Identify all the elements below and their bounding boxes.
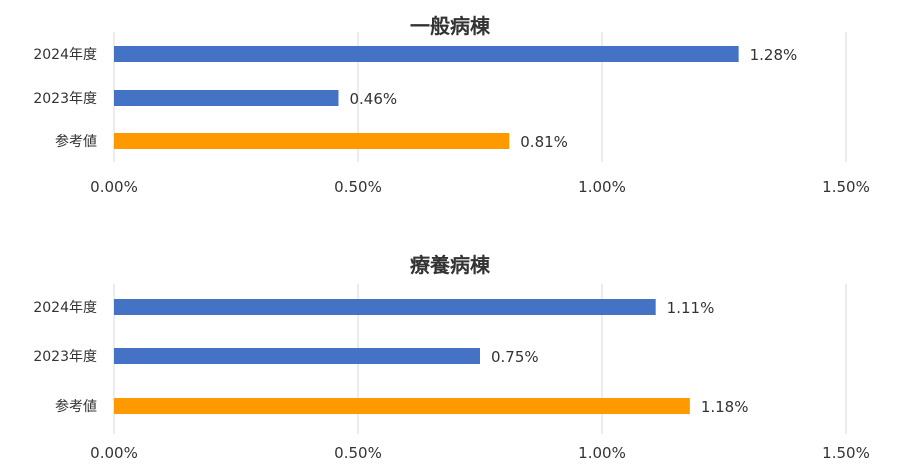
x-tick-label: 0.50%	[334, 444, 382, 462]
bar	[114, 46, 739, 62]
data-label: 1.11%	[667, 299, 715, 317]
x-tick-label: 0.00%	[90, 444, 138, 462]
x-tick-label: 0.00%	[90, 178, 138, 196]
data-label: 0.46%	[349, 90, 397, 108]
data-label: 1.18%	[701, 398, 749, 416]
category-label: 参考値	[55, 398, 97, 415]
data-label: 0.81%	[520, 133, 568, 151]
category-label: 参考値	[55, 133, 97, 150]
chart-panel-2: 療養病棟 2024年度 1.11% 2023年度 0.75% 参考値 1.18% 0.00% 0…	[33, 253, 869, 462]
data-label: 0.75%	[491, 348, 539, 366]
category-label: 2023年度	[33, 349, 97, 365]
chart-title: 一般病棟	[410, 14, 491, 38]
x-tick-label: 1.50%	[822, 178, 870, 196]
bar	[114, 299, 656, 315]
data-label: 1.28%	[750, 46, 798, 64]
category-label: 2024年度	[33, 47, 97, 63]
bar	[114, 398, 690, 414]
category-label: 2023年度	[33, 91, 97, 107]
category-label: 2024年度	[33, 300, 97, 316]
x-tick-label: 1.00%	[578, 178, 626, 196]
x-tick-label: 0.50%	[334, 178, 382, 196]
bar	[114, 90, 339, 106]
x-tick-label: 1.00%	[578, 444, 626, 462]
bar	[114, 348, 480, 364]
chart-title: 療養病棟	[410, 253, 491, 277]
chart-panel-1: 一般病棟 2024年度 1.28% 2023年度 0.46% 参考値 0.81% 0.00% 0…	[33, 14, 869, 196]
bar	[114, 133, 510, 149]
x-tick-label: 1.50%	[822, 444, 870, 462]
